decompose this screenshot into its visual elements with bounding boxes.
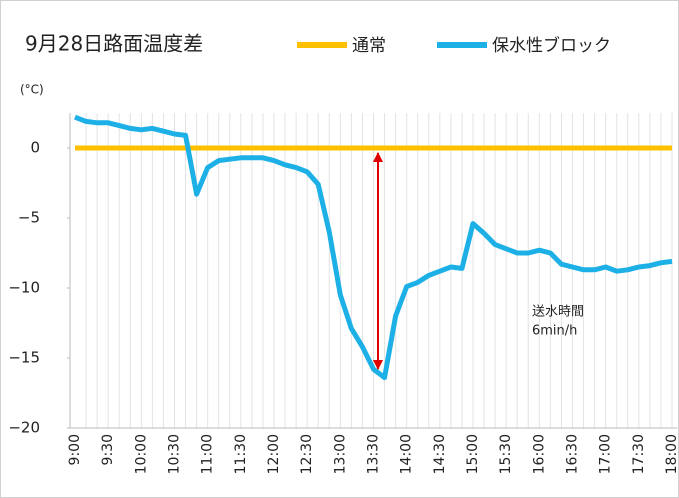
x-tick-label: 14:00 [399, 434, 415, 474]
x-tick-label: 10:00 [133, 434, 149, 474]
y-tick-label: −10 [8, 279, 40, 297]
x-tick-label: 11:30 [233, 434, 249, 474]
x-tick-label: 13:00 [332, 434, 348, 474]
x-tick-label: 16:30 [565, 434, 581, 474]
annotation: 6min/h [532, 324, 577, 339]
x-tick-label: 13:30 [366, 434, 382, 474]
x-tick-label: 15:00 [465, 434, 481, 474]
x-tick-label: 10:30 [167, 434, 183, 474]
x-tick-label: 17:00 [598, 434, 614, 474]
x-tick-label: 9:00 [67, 434, 83, 465]
x-tick-label: 9:30 [100, 434, 116, 465]
x-tick-label: 11:00 [200, 434, 216, 474]
legend-label: 通常 [352, 36, 386, 56]
y-tick-label: −15 [8, 349, 40, 367]
chart-title: 9月28日路面温度差 [25, 32, 203, 56]
x-tick-label: 14:30 [432, 434, 448, 474]
y-tick-label: 0 [30, 139, 40, 157]
x-tick-label: 17:30 [631, 434, 647, 474]
x-tick-label: 15:30 [498, 434, 514, 474]
y-tick-label: −5 [18, 209, 40, 227]
x-tick-label: 16:00 [531, 434, 547, 474]
y-tick-label: −20 [8, 419, 40, 437]
x-tick-label: 12:00 [266, 434, 282, 474]
legend-label: 保水性ブロック [492, 35, 611, 56]
y-axis-label: (°C) [20, 83, 44, 97]
x-tick-label: 12:30 [299, 434, 315, 474]
x-tick-label: 18:00 [664, 434, 679, 474]
annotation: 送水時間 [532, 305, 584, 320]
